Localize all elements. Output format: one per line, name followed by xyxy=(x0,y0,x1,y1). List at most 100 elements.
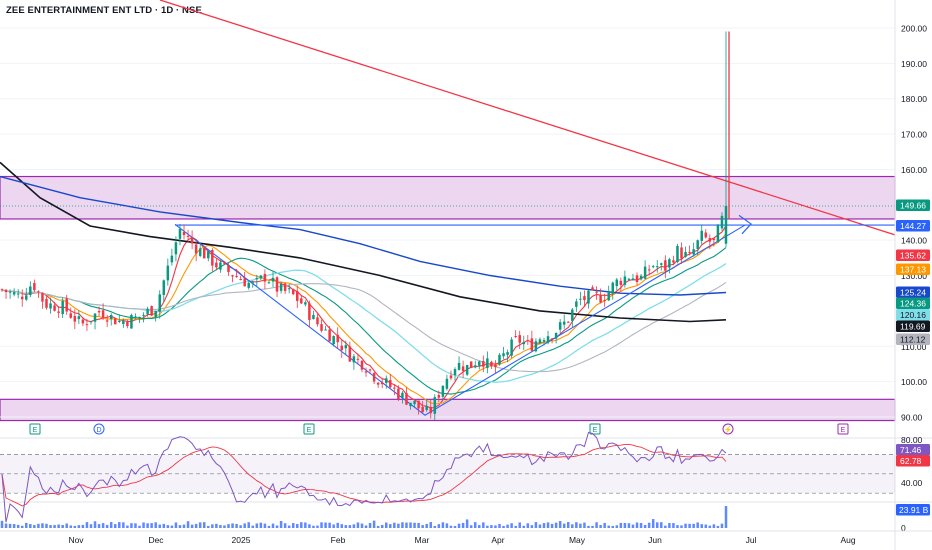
volume-bar xyxy=(429,522,432,528)
volume-bar xyxy=(704,524,708,528)
y-tick-label: 160.00 xyxy=(901,165,927,175)
volume-bar xyxy=(158,524,161,528)
candle-body xyxy=(417,400,420,409)
candle-body xyxy=(275,277,279,292)
candle-body xyxy=(708,238,712,242)
volume-bar xyxy=(33,525,36,528)
volume-bar xyxy=(324,522,327,528)
candle-body xyxy=(37,291,40,293)
volume-bar xyxy=(433,525,437,528)
candle-body xyxy=(712,238,716,241)
x-tick-label: Feb xyxy=(331,535,346,545)
candle-body xyxy=(567,321,570,323)
volume-bar xyxy=(599,525,602,528)
volume-bar xyxy=(619,522,623,528)
candle-body xyxy=(138,316,141,318)
volume-value-badge xyxy=(896,504,930,516)
candle-body xyxy=(332,336,335,345)
candle-body xyxy=(166,265,170,281)
volume-bar xyxy=(498,523,501,528)
candle-body xyxy=(227,265,230,272)
candle-body xyxy=(380,382,384,385)
candle-body xyxy=(186,235,190,237)
candle-body xyxy=(643,266,647,279)
candle-body xyxy=(336,334,339,343)
moving-average-200-line xyxy=(0,161,727,323)
candle-body xyxy=(490,361,493,367)
price-label-value: 119.69 xyxy=(900,322,926,332)
volume-bar xyxy=(482,522,485,528)
candle-body xyxy=(720,215,724,229)
volume-bar xyxy=(344,525,348,528)
candle-body xyxy=(73,315,77,322)
volume-bar xyxy=(643,524,647,528)
volume-bar xyxy=(635,522,639,528)
volume-bar xyxy=(85,522,89,528)
volume-bar xyxy=(558,520,562,528)
candle-body xyxy=(473,365,477,368)
candle-body xyxy=(409,402,412,407)
volume-bar xyxy=(174,522,178,528)
candle-body xyxy=(550,338,554,340)
volume-bar xyxy=(409,522,412,528)
candle-body xyxy=(16,293,20,295)
candle-body xyxy=(595,291,598,293)
volume-bar xyxy=(283,523,287,528)
volume-bar xyxy=(340,524,344,528)
candle-body xyxy=(263,273,267,282)
candle-body xyxy=(158,294,161,312)
candle-body xyxy=(692,249,695,255)
volume-bar xyxy=(688,523,691,528)
candle-body xyxy=(356,358,360,360)
arrow-head xyxy=(738,214,752,235)
candle-body xyxy=(316,317,319,325)
volume-bar xyxy=(77,525,81,528)
candle-body xyxy=(207,251,210,259)
volume-bar xyxy=(554,522,558,528)
candle-body xyxy=(571,309,574,321)
price-label-value: 120.16 xyxy=(900,310,926,320)
volume-bar xyxy=(360,523,364,528)
candle-body xyxy=(655,266,659,268)
volume-bar xyxy=(271,523,275,528)
candle-body xyxy=(202,248,206,259)
candle-body xyxy=(449,375,453,379)
candle-body xyxy=(631,278,635,281)
candle-body xyxy=(25,295,28,300)
candle-body xyxy=(482,361,485,367)
volume-bar xyxy=(186,521,190,528)
event-marker-label: E xyxy=(307,427,312,434)
candle-body xyxy=(89,321,93,323)
candle-body xyxy=(518,335,521,343)
volume-bar xyxy=(118,522,121,528)
volume-bar xyxy=(518,522,521,528)
volume-bar xyxy=(376,525,380,528)
candle-body xyxy=(150,306,153,316)
volume-bar xyxy=(312,525,315,528)
rsi-value: 71.46 xyxy=(900,445,922,455)
candle-body xyxy=(615,279,619,287)
candle-body xyxy=(231,275,234,277)
volume-bar xyxy=(25,522,28,528)
volume-bar xyxy=(567,522,570,528)
earnings-marker xyxy=(837,423,849,435)
volume-bar xyxy=(486,525,489,528)
candle-body xyxy=(146,308,149,314)
volume-bar xyxy=(255,523,259,528)
volume-bar xyxy=(538,524,542,528)
price-label-badge xyxy=(896,249,930,261)
candle-body xyxy=(437,395,441,398)
candle-body xyxy=(283,283,287,291)
volume-bar xyxy=(437,524,441,528)
candle-body xyxy=(352,356,356,363)
candle-body xyxy=(579,298,582,300)
candle-body xyxy=(69,313,73,318)
candle-body xyxy=(668,259,671,268)
volume-bar xyxy=(364,525,368,528)
volume-bar xyxy=(109,522,113,528)
x-tick-label: Apr xyxy=(491,535,504,545)
candle-body xyxy=(623,276,627,285)
volume-bar xyxy=(441,522,445,528)
x-tick-label: Jul xyxy=(746,535,757,545)
